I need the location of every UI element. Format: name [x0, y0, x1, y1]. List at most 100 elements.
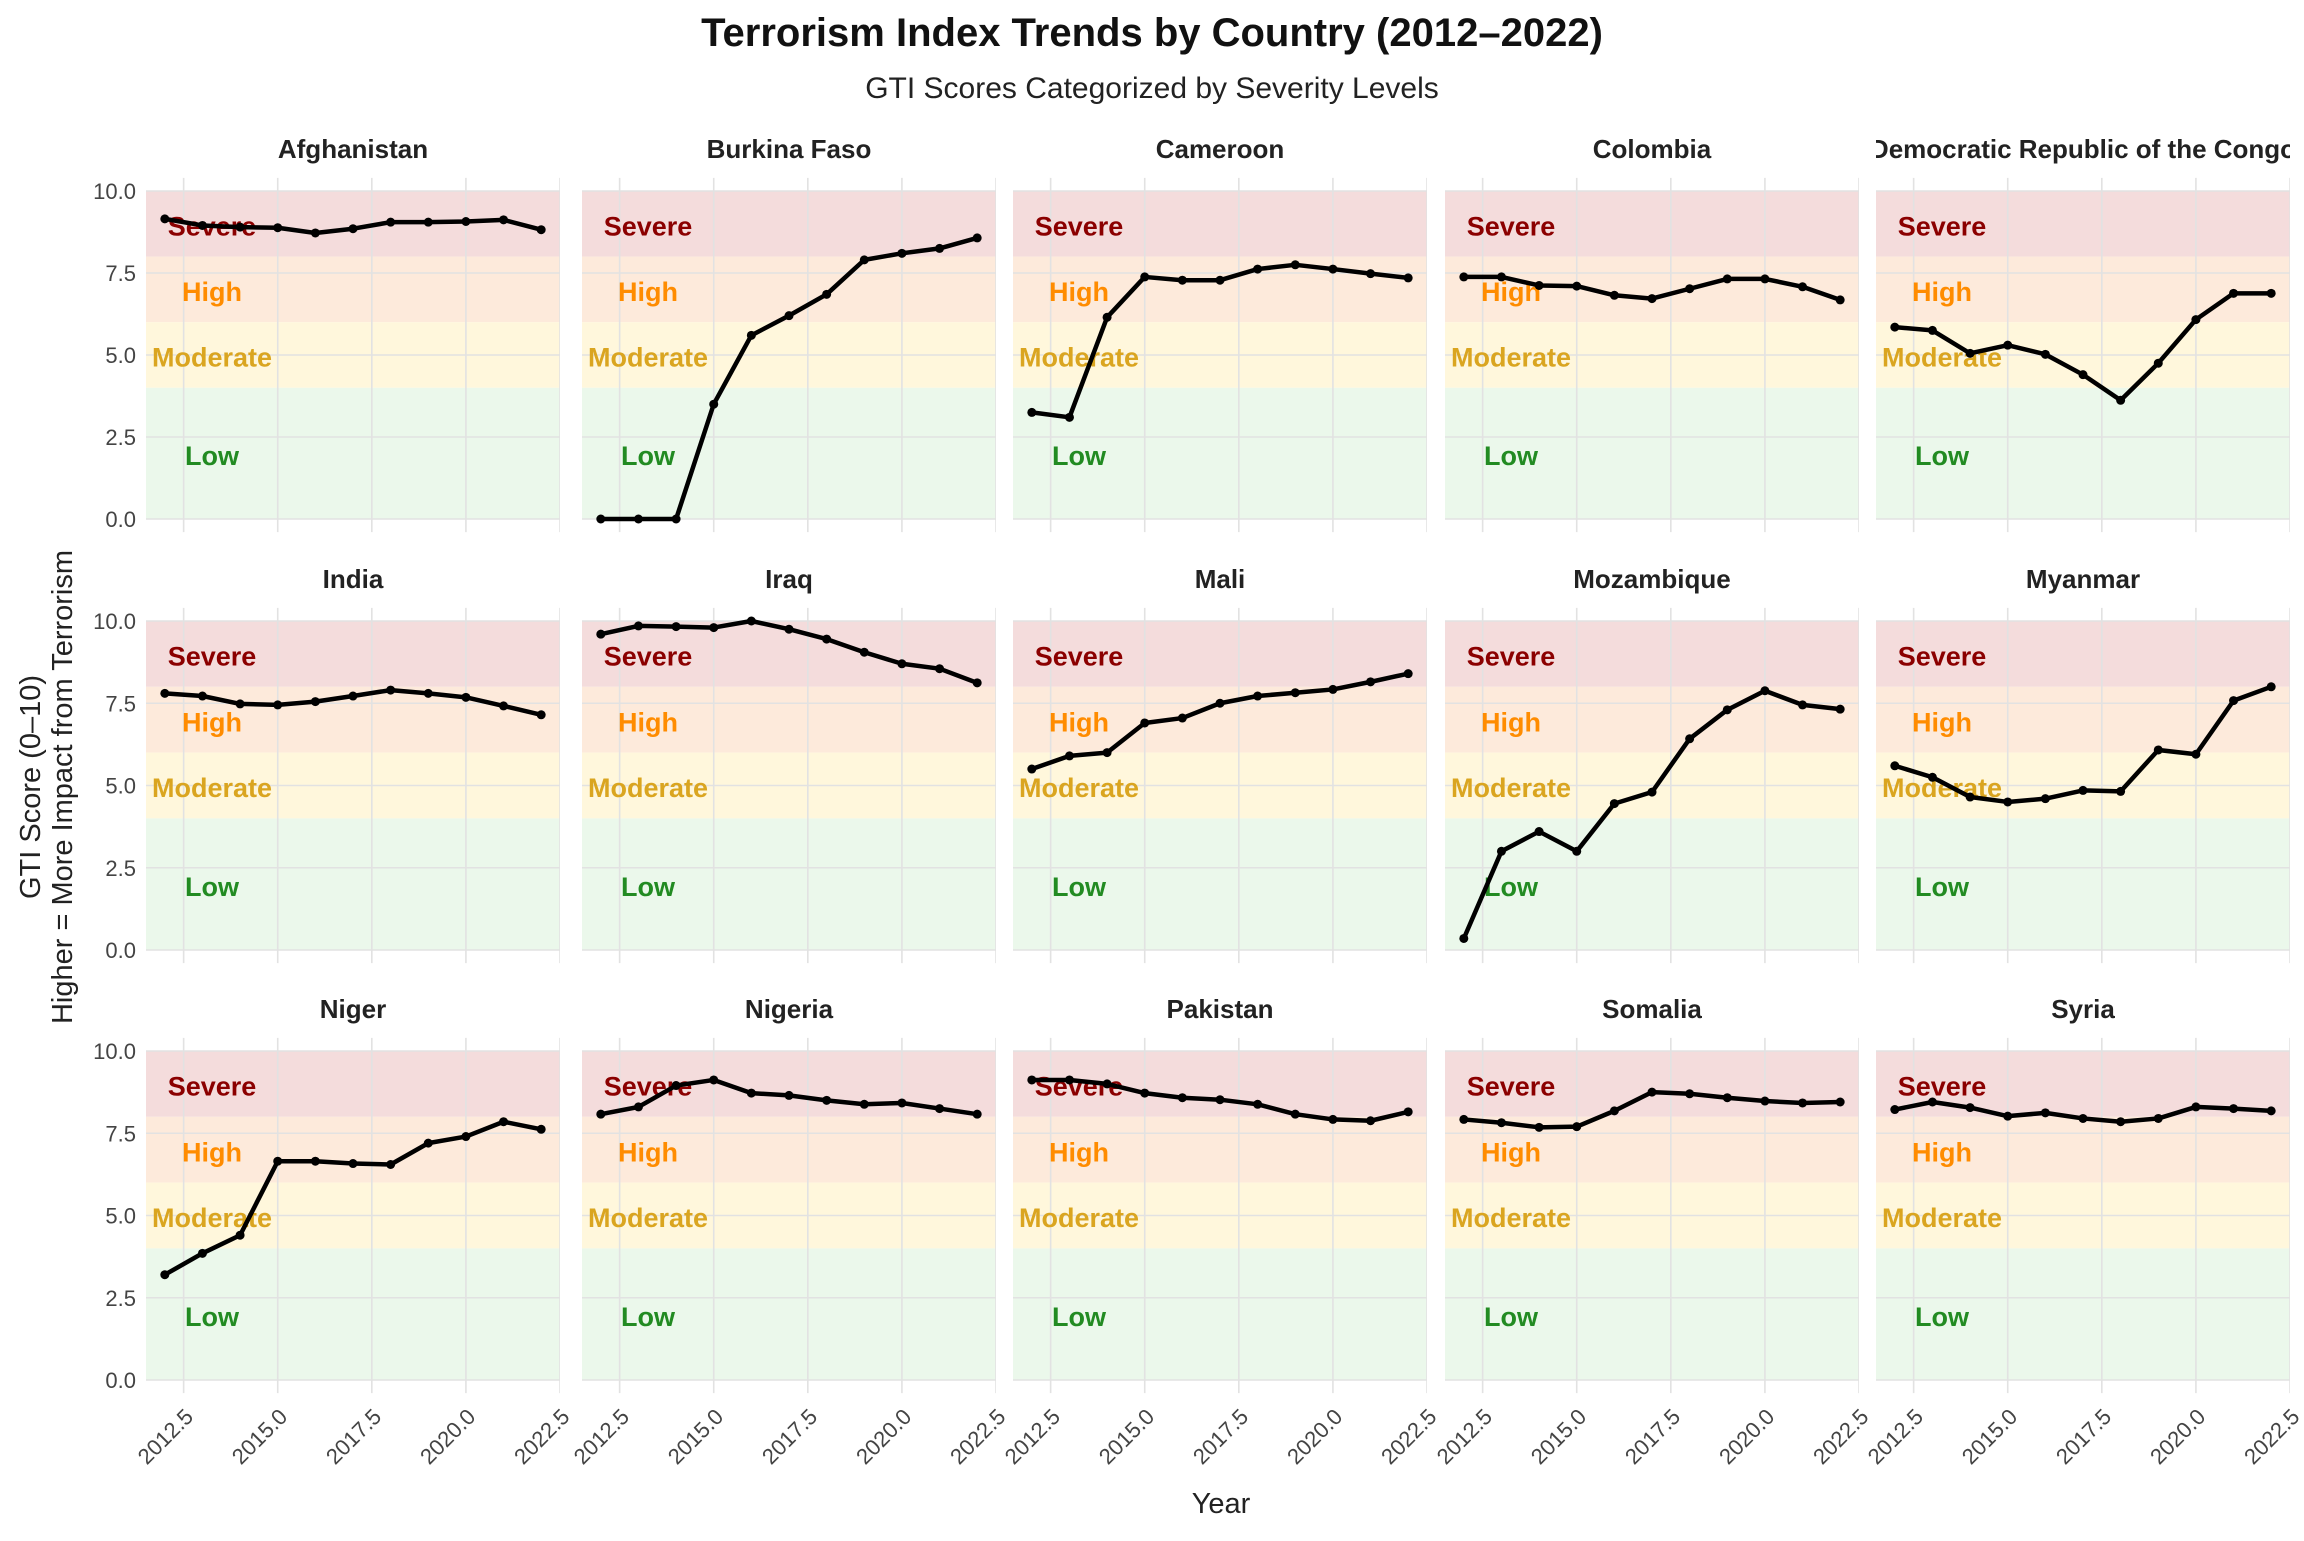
- band-label-moderate: Moderate: [1882, 1203, 2002, 1233]
- band-label-severe: Severe: [1898, 211, 1987, 241]
- data-point: [1609, 1106, 1619, 1116]
- band-label-severe: Severe: [168, 642, 257, 672]
- data-point: [1722, 705, 1732, 715]
- band-label-low: Low: [1052, 872, 1107, 902]
- data-point: [1459, 1114, 1469, 1124]
- band-low: [1876, 387, 2290, 519]
- y-tick-label: 7.5: [105, 1121, 136, 1146]
- band-severe: [1013, 621, 1427, 687]
- data-point: [461, 217, 471, 227]
- band-label-moderate: Moderate: [1019, 1203, 1139, 1233]
- data-point: [2191, 749, 2201, 759]
- x-tick-label: 2017.5: [757, 1404, 822, 1469]
- data-point: [1760, 686, 1770, 696]
- data-point: [1102, 312, 1112, 322]
- data-point: [1290, 688, 1300, 698]
- band-label-low: Low: [1052, 1302, 1107, 1332]
- data-point: [2266, 1106, 2276, 1116]
- data-point: [273, 223, 283, 233]
- band-low: [1013, 387, 1427, 519]
- band-label-high: High: [618, 277, 678, 307]
- facet-title: Cameroon: [1156, 134, 1285, 164]
- band-label-moderate: Moderate: [1451, 343, 1571, 373]
- data-point: [2040, 1108, 2050, 1118]
- band-high: [1876, 1116, 2290, 1183]
- y-tick-label: 2.5: [105, 1286, 136, 1311]
- panel-syria: Severe High Moderate Low Syria 2012.5 2015.0 20…: [1863, 994, 2304, 1469]
- y-tick-label: 2.5: [105, 425, 136, 450]
- data-point: [2040, 794, 2050, 804]
- data-point: [1027, 407, 1037, 417]
- data-point: [1140, 272, 1150, 282]
- panel-iraq: Severe High Moderate Low Iraq: [582, 564, 996, 964]
- y-tick-label: 0.0: [105, 507, 136, 532]
- data-point: [160, 214, 170, 224]
- data-point: [1760, 274, 1770, 284]
- data-point: [859, 647, 869, 657]
- band-high: [1013, 256, 1427, 323]
- data-point: [499, 1117, 509, 1127]
- band-label-severe: Severe: [1898, 1072, 1987, 1102]
- data-point: [2003, 1111, 2013, 1121]
- data-point: [1459, 272, 1469, 282]
- band-high: [1013, 686, 1427, 753]
- panel-afghanistan: SevereHighModerateLowAfghanistan0.02.55.…: [93, 134, 560, 533]
- band-low: [1445, 387, 1859, 519]
- data-point: [461, 692, 471, 702]
- band-label-high: High: [1912, 277, 1972, 307]
- band-severe: [582, 191, 996, 257]
- band-label-moderate: Moderate: [1451, 1203, 1571, 1233]
- panel-cameroon: Severe High Moderate Low Cameroon: [1013, 134, 1427, 533]
- band-low: [1876, 1248, 2290, 1380]
- band-high: [1876, 256, 2290, 323]
- y-tick-label: 0.0: [105, 1368, 136, 1393]
- band-label-high: High: [1049, 277, 1109, 307]
- band-label-severe: Severe: [1467, 642, 1556, 672]
- facet-title: Pakistan: [1167, 994, 1274, 1024]
- data-point: [709, 623, 719, 633]
- facet-panels: Severe High Moderate Low Afghanistan 0.0 2.5 5.…: [93, 134, 2304, 1469]
- data-point: [784, 311, 794, 321]
- data-point: [1459, 933, 1469, 943]
- x-tick-label: 2022.5: [1376, 1404, 1441, 1469]
- x-tick-label: 2017.5: [1620, 1404, 1685, 1469]
- data-point: [897, 659, 907, 669]
- band-severe: [146, 621, 560, 687]
- data-point: [499, 701, 509, 711]
- data-point: [671, 1081, 681, 1091]
- x-tick-label: 2012.5: [1863, 1404, 1928, 1469]
- data-point: [1722, 274, 1732, 284]
- data-point: [935, 664, 945, 674]
- data-point: [1140, 1088, 1150, 1098]
- data-point: [197, 1248, 207, 1258]
- data-point: [1403, 669, 1413, 679]
- data-point: [2266, 288, 2276, 298]
- band-label-severe: Severe: [604, 642, 693, 672]
- data-point: [1890, 1105, 1900, 1115]
- data-point: [499, 215, 509, 225]
- data-point: [596, 629, 606, 639]
- data-point: [1835, 1097, 1845, 1107]
- band-label-moderate: Moderate: [152, 343, 272, 373]
- band-severe: [1876, 621, 2290, 687]
- data-point: [1328, 264, 1338, 274]
- data-point: [2040, 349, 2050, 359]
- y-axis-title-line-2: Higher = More Impact from Terrorism: [47, 550, 79, 1024]
- data-point: [1609, 290, 1619, 300]
- facet-title: Somalia: [1602, 994, 1702, 1024]
- data-point: [1534, 280, 1544, 290]
- data-point: [1328, 1114, 1338, 1124]
- data-point: [1798, 700, 1808, 710]
- band-label-high: High: [182, 707, 242, 737]
- band-label-severe: Severe: [168, 1072, 257, 1102]
- data-point: [1572, 281, 1582, 291]
- data-point: [1685, 734, 1695, 744]
- band-severe: [1445, 191, 1859, 257]
- data-point: [1366, 1116, 1376, 1126]
